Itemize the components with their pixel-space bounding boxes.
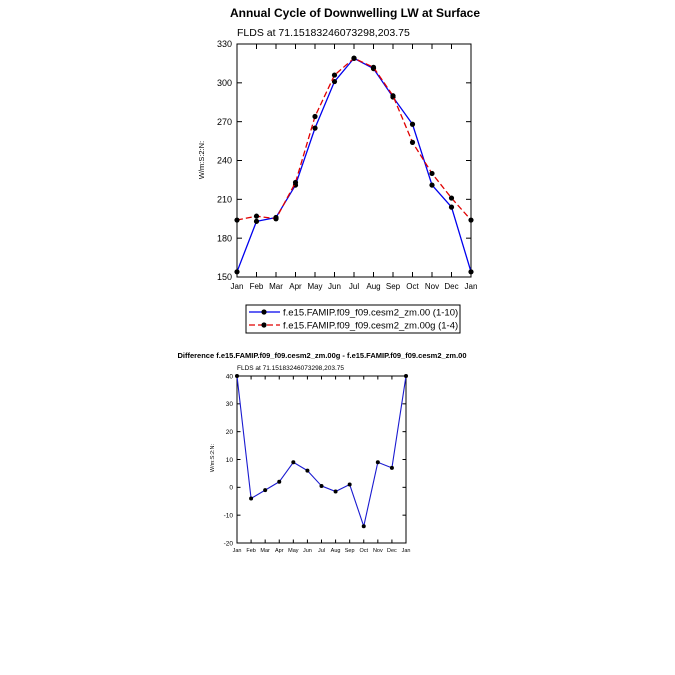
x-tick-label: Nov [425,282,439,291]
data-point [448,195,455,201]
data-point [234,217,240,223]
x-tick-label: Oct [406,282,419,291]
data-point [468,217,474,223]
chart-subtitle: FLDS at 71.15183246073298,203.75 [237,27,410,39]
data-point [468,269,474,275]
data-point [429,182,435,188]
data-point [235,374,239,378]
data-point [234,269,240,275]
y-tick-label: 30 [226,401,234,408]
legend: f.e15.FAMIP.f09_f09.cesm2_zm.00 (1-10) f.… [245,304,461,334]
x-tick-label: Jan [231,282,244,291]
x-tick-label: Jan [465,282,478,291]
legend-marker [261,309,267,315]
data-point [347,482,352,487]
data-point [389,465,394,470]
data-point [253,218,260,224]
data-point [305,468,310,473]
difference-plot: -20 -10 0 10 20 30 40 Jan Feb Mar Apr May Jun Jul Aug S… [224,373,411,554]
x-tick-label: May [288,548,299,554]
legend-label-2: f.e15.FAMIP.f09_f09.cesm2_zm.00g (1-4) [283,321,458,332]
data-point [361,524,366,529]
y-tick-label: 300 [217,78,232,88]
x-tick-label: Jan [402,548,411,554]
y-tick-label: -10 [224,512,234,519]
data-point [312,113,318,120]
data-point [351,55,357,61]
y-tick-label: 270 [217,117,232,127]
data-point [292,179,299,186]
y-tick-label: 180 [217,233,232,243]
data-point [390,93,396,99]
data-point [277,479,282,484]
data-point [291,460,296,465]
x-tick-label: Jul [349,282,359,291]
x-tick-label: Jan [233,548,242,554]
x-tick-label: Apr [289,282,302,291]
difference-chart-title: Difference f.e15.FAMIP.f09_f09.cesm2_zm.… [177,351,466,360]
y-tick-label: 330 [217,39,232,49]
x-tick-label: Jun [328,282,341,291]
x-tick-label: Jun [303,548,312,554]
data-point [333,489,338,494]
data-point [263,488,268,493]
x-tick-label: Dec [387,548,397,554]
difference-y-axis-label: W/m:S:2:N: [210,443,216,472]
x-tick-label: Feb [246,548,255,554]
x-tick-label: Mar [260,548,270,554]
y-tick-label: 240 [217,156,232,166]
data-point [253,213,260,219]
y-tick-label: 20 [226,429,234,436]
data-point [448,204,455,210]
data-point [273,216,279,222]
x-tick-label: Sep [345,548,355,554]
x-tick-label: May [307,282,322,291]
data-point [370,64,377,70]
x-tick-label: Apr [275,548,284,554]
legend-box [245,304,461,334]
x-tick-label: Dec [444,282,458,291]
data-point [429,170,435,177]
data-point [409,121,416,127]
x-tick-label: Aug [366,282,380,291]
legend-label-1: f.e15.FAMIP.f09_f09.cesm2_zm.00 (1-10) [283,308,458,319]
difference-chart-subtitle: FLDS at 71.15183246073298,203.75 [237,365,344,372]
data-point [249,496,254,501]
chart-title: Annual Cycle of Downwelling LW at Surfac… [230,6,480,20]
x-tick-label: Sep [386,282,401,291]
y-tick-label: 40 [226,373,234,380]
data-point [375,460,380,465]
x-tick-label: Aug [331,548,341,554]
y-tick-label: -20 [224,540,234,547]
x-tick-label: Nov [373,548,383,554]
annual-cycle-plot: 150 180 210 240 270 300 330 Jan Feb Mar Apr May Jun J… [217,39,477,291]
y-tick-label: 0 [229,485,233,492]
x-tick-label: Mar [269,282,283,291]
y-axis-label: W/m:S:2:N: [197,141,206,179]
y-tick-label: 210 [217,194,232,204]
x-tick-label: Oct [359,548,368,554]
x-tick-label: Feb [250,282,264,291]
data-point [312,125,318,131]
x-tick-label: Jul [318,548,325,554]
data-point [331,72,338,78]
y-tick-label: 10 [226,457,234,464]
data-point [409,139,416,145]
data-point [331,78,338,85]
y-tick-label: 150 [217,272,232,282]
data-point [319,483,324,488]
legend-marker [261,322,267,328]
data-point [404,374,408,378]
